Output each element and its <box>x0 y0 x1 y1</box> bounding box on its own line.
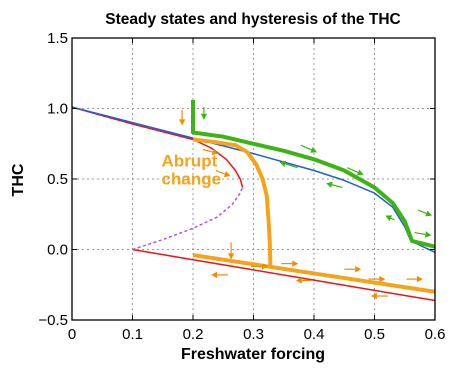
arrow-head <box>326 181 333 188</box>
y-tick-label: 1.5 <box>47 30 68 47</box>
direction-arrow <box>300 144 318 153</box>
arrow-shaft <box>414 231 426 236</box>
arrow-shaft <box>417 209 427 214</box>
arrow-head <box>211 271 218 279</box>
arrow-head <box>211 148 219 156</box>
direction-arrow <box>279 160 298 169</box>
arrow-head <box>262 263 269 270</box>
arrow-head <box>295 277 302 284</box>
arrow-head <box>292 260 299 267</box>
direction-arrow <box>202 148 219 156</box>
y-tick-label: 0.5 <box>47 171 68 188</box>
purple-curve <box>132 187 244 251</box>
y-tick-label: 1.0 <box>47 101 68 118</box>
arrow-shaft <box>202 148 213 153</box>
direction-arrow <box>251 263 269 270</box>
direction-arrow <box>200 107 208 120</box>
y-tick-label: 0.0 <box>47 242 68 259</box>
direction-arrow <box>347 167 364 176</box>
green-curve <box>191 100 435 249</box>
direction-arrow <box>406 275 423 283</box>
arrow-head <box>385 215 393 222</box>
direction-arrow <box>344 266 362 273</box>
y-axis-title: THC <box>10 163 27 196</box>
arrow-head <box>370 292 377 300</box>
arrow-head <box>416 275 423 283</box>
direction-arrow <box>326 181 343 189</box>
x-tick-label: 0.1 <box>122 326 143 343</box>
direction-arrow <box>414 231 432 238</box>
x-tick-label: 0.4 <box>304 326 325 343</box>
ticks-group: 0 0.1 0.2 0.3 0.4 0.5 0.6 −0.5 0.0 0.5 1.0 1.5 <box>38 30 445 343</box>
x-tick-label: 0 <box>68 326 76 343</box>
annotation-line: change <box>162 169 222 188</box>
x-tick-label: 0.2 <box>183 326 204 343</box>
arrow-head <box>200 113 208 120</box>
orange-curve <box>192 253 435 294</box>
direction-arrow <box>215 169 231 177</box>
annotation-group: Abrupt change <box>162 151 222 188</box>
arrow-head <box>227 253 235 260</box>
arrow-shaft <box>285 163 298 169</box>
direction-arrow <box>211 271 229 279</box>
arrow-shaft <box>300 144 312 151</box>
arrow-shaft <box>215 169 226 175</box>
series-group <box>72 100 435 302</box>
x-tick-label: 0.3 <box>243 326 264 343</box>
arrow-head <box>424 231 432 238</box>
arrow-head <box>355 266 362 273</box>
x-tick-label: 0.5 <box>364 326 385 343</box>
direction-arrow <box>385 215 395 222</box>
arrows-group <box>178 107 432 300</box>
direction-arrow <box>368 275 386 283</box>
arrow-head <box>279 160 287 167</box>
arrow-shaft <box>347 167 359 173</box>
direction-arrow <box>227 242 235 260</box>
red-curve <box>132 248 435 302</box>
arrow-head <box>223 171 231 177</box>
arrow-head <box>356 169 364 176</box>
direction-arrow <box>281 260 299 267</box>
arrow-head <box>379 275 386 283</box>
orange-curve <box>192 137 273 267</box>
direction-arrow <box>417 209 432 217</box>
annotation-line: Abrupt <box>162 151 218 170</box>
direction-arrow <box>295 277 312 284</box>
arrow-head <box>425 210 432 217</box>
direction-arrow <box>370 292 388 300</box>
arrow-head <box>310 146 318 153</box>
x-axis-title: Freshwater forcing <box>181 346 325 363</box>
direction-arrow <box>178 109 186 126</box>
y-tick-label: −0.5 <box>38 312 68 329</box>
chart-title: Steady states and hysteresis of the THC <box>105 11 400 28</box>
annotation-abrupt-change: Abrupt change <box>162 151 222 188</box>
arrow-shaft <box>331 184 343 189</box>
arrow-head <box>178 119 186 126</box>
arrow-shaft <box>390 217 395 221</box>
red-curve <box>72 106 244 188</box>
x-tick-label: 0.6 <box>425 326 446 343</box>
